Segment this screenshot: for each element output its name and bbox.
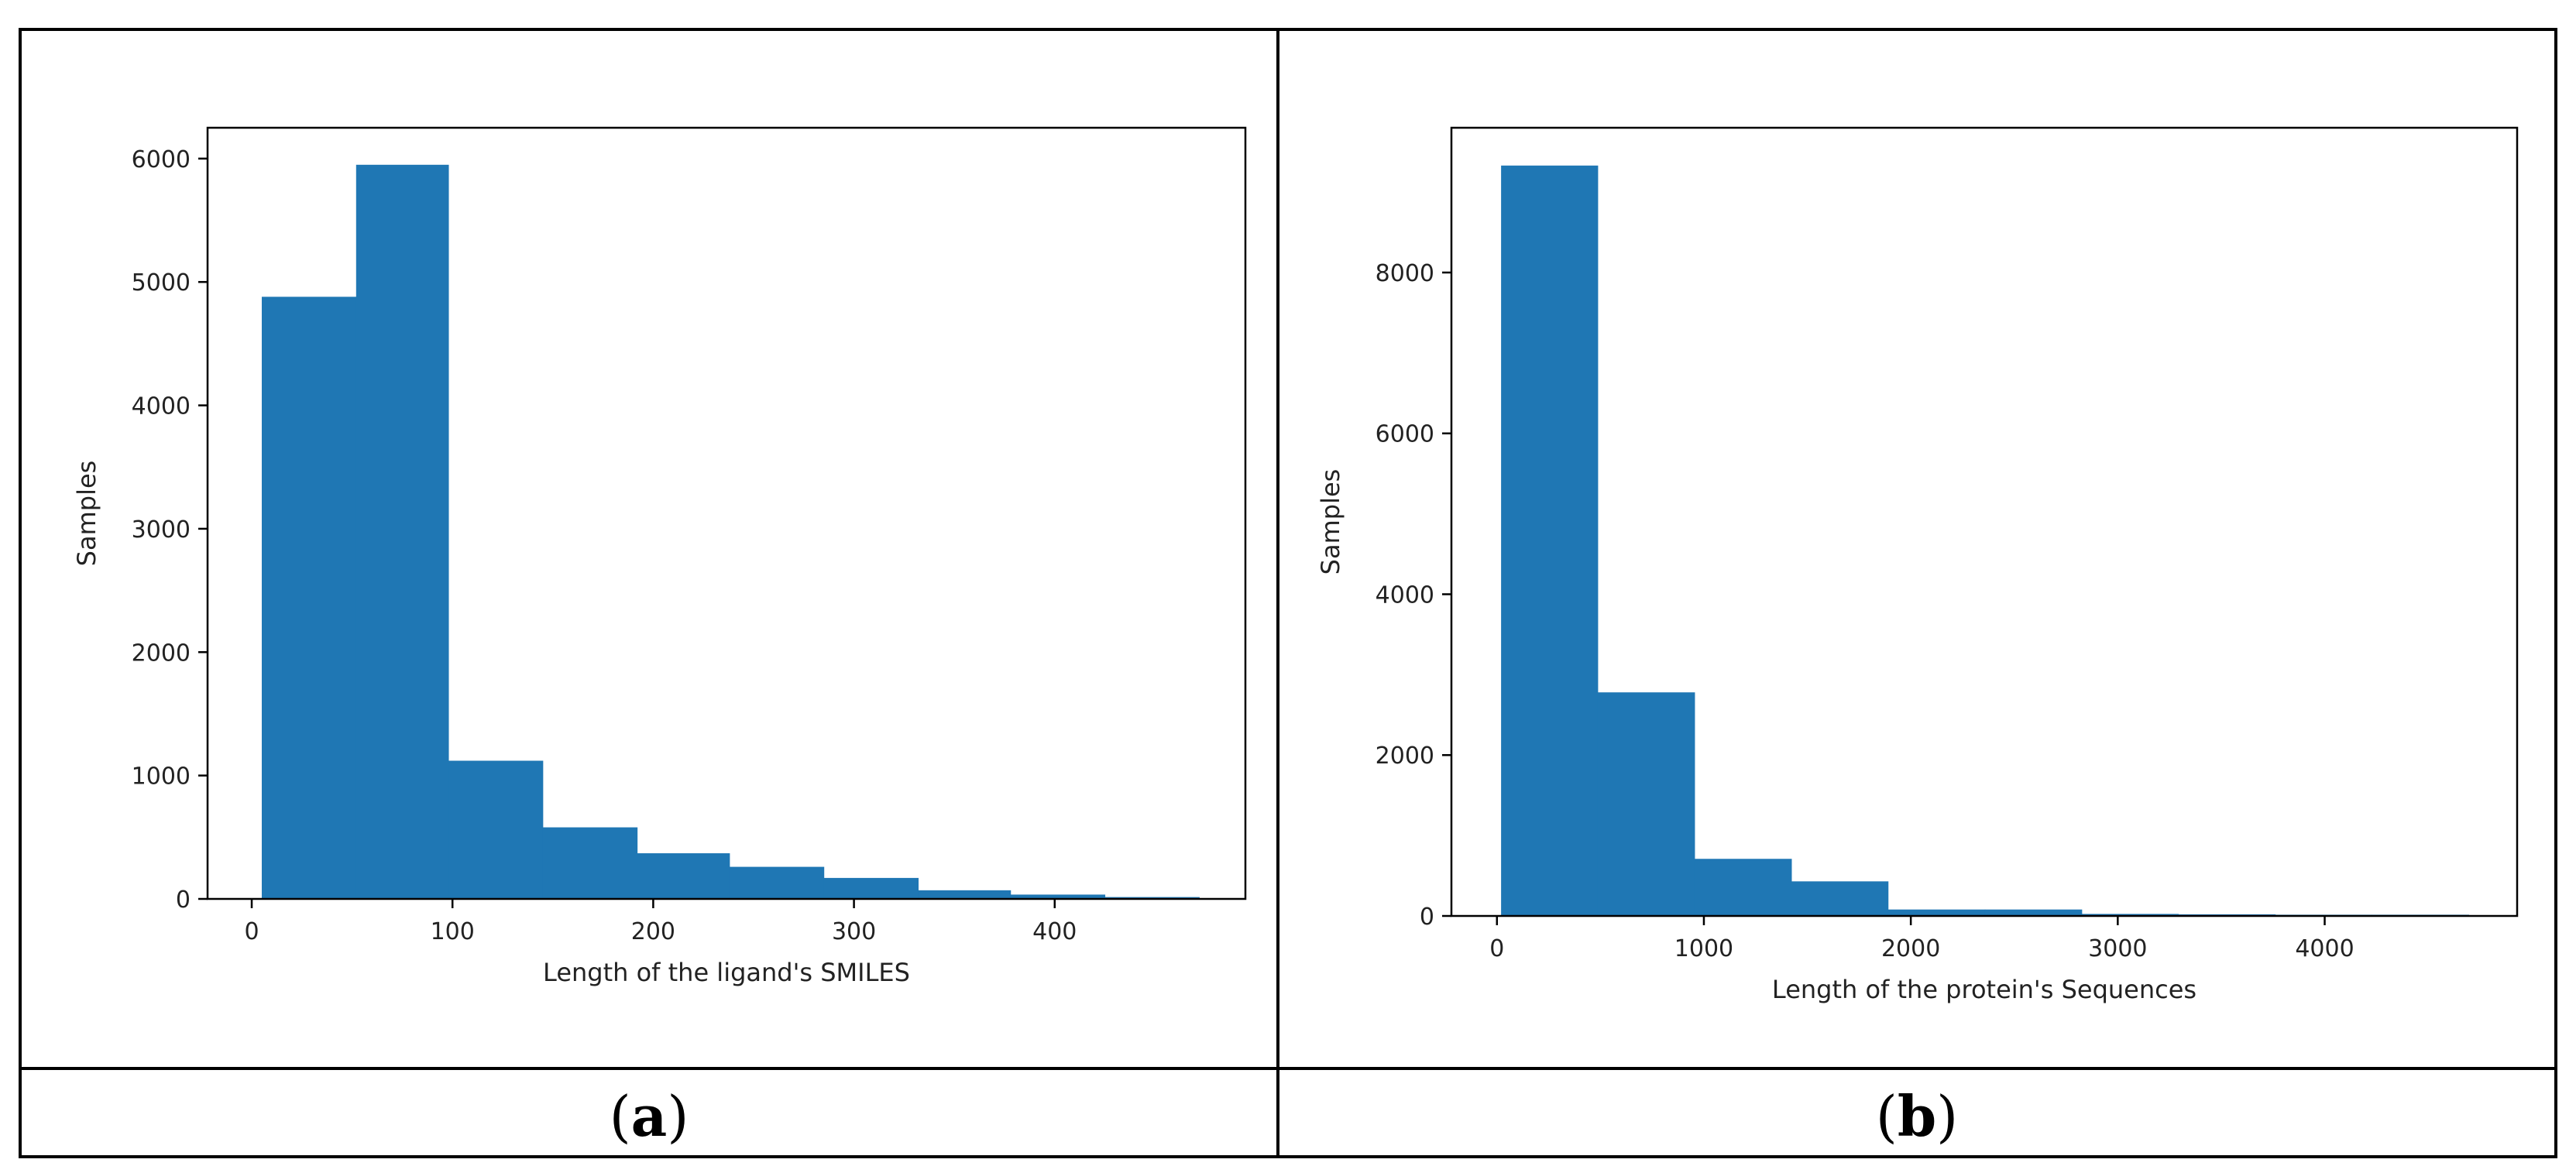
histogram-bar [1597,692,1695,916]
x-tick-label: 1000 [1674,935,1733,962]
histogram-bar [261,297,357,899]
histogram-bar [1694,859,1792,916]
y-tick-label: 2000 [132,640,191,667]
x-tick-label: 4000 [2295,935,2354,962]
histogram-ligand-smiles: 0 100 200 300 4000100020003000400050006000Le… [72,126,1247,987]
label-b-letter: b [1897,1083,1937,1149]
x-tick-label: 3000 [2088,935,2147,962]
histogram-bar [1791,881,1889,916]
y-tick-label: 3000 [132,516,191,544]
histogram-bar [918,890,1012,899]
histogram-bar [448,760,544,899]
x-tick-label: 0 [1489,935,1504,962]
x-axis-label: Length of the ligand's SMILES [543,958,910,987]
x-tick-label: 300 [832,918,876,945]
x-tick-label: 200 [631,918,675,945]
histogram-bar [1887,909,1986,916]
plot-area-frame [1450,126,2519,917]
figure-frame [19,28,2557,1158]
y-tick-label: 0 [176,887,191,914]
panel-label-a: (a) [22,1078,1276,1155]
y-axis-label: Samples [1316,469,1345,575]
label-a-open: ( [609,1084,631,1149]
label-a-close: ) [667,1084,689,1149]
histogram-bar [729,866,825,899]
y-tick-label: 5000 [132,269,191,297]
y-tick-label: 1000 [132,763,191,791]
x-tick-label: 400 [1032,918,1077,945]
y-tick-label: 4000 [132,393,191,420]
label-b-close: ) [1936,1084,1959,1149]
y-axis-label: Samples [72,461,101,567]
x-tick-label: 2000 [1881,935,1940,962]
plot-area-frame [206,126,1247,900]
x-axis-label: Length of the protein's Sequences [1772,975,2196,1004]
histogram-bar [1010,894,1106,899]
histogram-bar [542,827,638,899]
histogram-bar [637,853,730,899]
y-tick-label: 2000 [1376,743,1434,770]
caption-divider [19,1067,2557,1070]
y-tick-label: 6000 [132,146,191,173]
histogram-bar [355,164,449,900]
y-tick-label: 8000 [1376,260,1434,287]
y-tick-label: 4000 [1376,581,1434,609]
panel-label-b: (b) [1279,1078,2554,1155]
histogram-protein-sequences: 0 1000 2000 3000 4000 0 2000 4000 6000 8000 Length… [1316,126,2519,1004]
histogram-bar [1984,909,2083,916]
panel-divider [1276,28,1279,1158]
x-tick-label: 0 [244,918,259,945]
histogram-bar [823,877,919,899]
histogram-bar [1501,165,1599,916]
histogram-bar [2081,914,2179,916]
x-tick-label: 100 [431,918,475,945]
label-b-open: ( [1875,1084,1898,1149]
y-tick-label: 6000 [1376,421,1434,448]
y-tick-label: 0 [1420,904,1434,931]
label-a-letter: a [630,1083,668,1149]
